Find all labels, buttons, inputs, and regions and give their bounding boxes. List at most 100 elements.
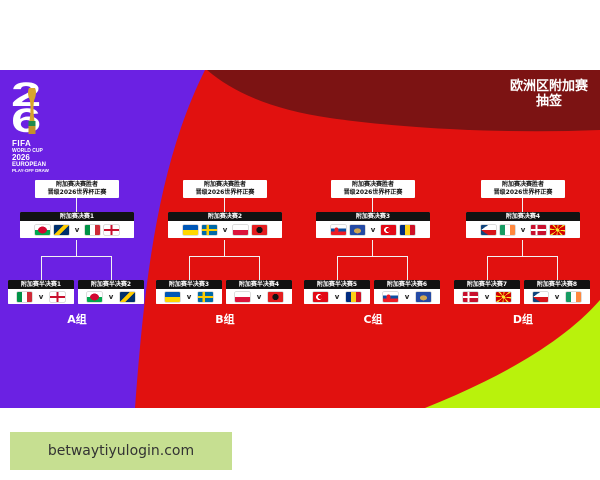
world-cup-trophy-icon	[28, 88, 36, 134]
final-match-teams: v	[20, 221, 134, 238]
page-title: 欧洲区附加赛 抽签	[501, 79, 597, 109]
final-match-label: 附加赛决赛4	[466, 212, 580, 221]
kosovo-flag-icon	[349, 224, 365, 235]
semi-final-match-card: 附加赛半决赛5 v	[304, 280, 370, 304]
red-region	[135, 70, 600, 408]
semi-final-match-teams: v	[156, 289, 222, 304]
versus-label: v	[370, 225, 376, 234]
bracket-connector-line	[259, 256, 260, 280]
czechia-flag-icon	[480, 224, 496, 235]
turkey-flag-icon	[381, 224, 397, 235]
slovakia-flag-icon	[330, 224, 346, 235]
winner-box-title: 附加赛决赛胜者	[501, 181, 544, 188]
versus-label: v	[404, 292, 410, 301]
semi-final-match-card: 附加赛半决赛3 v	[156, 280, 222, 304]
final-match-card: 附加赛决赛1 v	[20, 212, 134, 238]
page-title-line-1: 欧洲区附加赛	[509, 79, 588, 94]
bracket-connector-line	[224, 240, 225, 256]
semi-final-match-teams: v	[226, 289, 292, 304]
website-link[interactable]: betwaytiyulogin.com	[10, 432, 232, 470]
denmark-flag-icon	[531, 224, 547, 235]
page-title-line-2: 抽签	[535, 94, 562, 109]
semi-final-match-teams: v	[78, 289, 144, 304]
northern-ireland-flag-icon	[50, 291, 66, 302]
group-a-bracket: 附加赛决赛胜者 晋级2026世界杯正赛 附加赛决赛1 v 附加赛半决赛1	[2, 178, 152, 328]
poland-flag-icon	[233, 224, 249, 235]
bracket-connector-line	[224, 198, 225, 212]
bracket-connector-line	[337, 256, 408, 257]
group-d-winner-box: 附加赛决赛胜者 晋级2026世界杯正赛	[481, 180, 565, 198]
albania-flag-icon	[268, 291, 284, 302]
north-macedonia-flag-icon	[496, 291, 512, 302]
czechia-flag-icon	[532, 291, 548, 302]
bracket-connector-line	[522, 240, 523, 256]
semi-final-match-label: 附加赛半决赛1	[8, 280, 74, 289]
winner-box-subtitle: 晋级2026世界杯正赛	[493, 189, 553, 196]
winner-box-subtitle: 晋级2026世界杯正赛	[47, 189, 107, 196]
versus-label: v	[484, 292, 490, 301]
group-c-winner-box: 附加赛决赛胜者 晋级2026世界杯正赛	[331, 180, 415, 198]
semi-final-match-teams: v	[454, 289, 520, 304]
semi-final-match-card: 附加赛半决赛6 v	[374, 280, 440, 304]
poland-flag-icon	[234, 291, 250, 302]
group-b-winner-box: 附加赛决赛胜者 晋级2026世界杯正赛	[183, 180, 267, 198]
logo-european-text: EUROPEAN	[12, 162, 47, 168]
poster-background	[0, 70, 600, 408]
final-match-label: 附加赛决赛2	[168, 212, 282, 221]
bracket-connector-line	[189, 256, 260, 257]
semi-final-match-card: 附加赛半决赛7 v	[454, 280, 520, 304]
semi-final-match-label: 附加赛半决赛4	[226, 280, 292, 289]
romania-flag-icon	[400, 224, 416, 235]
ireland-flag-icon	[499, 224, 515, 235]
bracket-connector-line	[487, 256, 488, 280]
logo-world-cup-text: WORLD CUP	[12, 148, 43, 154]
semi-final-match-teams: v	[524, 289, 590, 304]
bracket-connector-line	[76, 240, 77, 256]
bracket-connector-line	[41, 256, 112, 257]
denmark-flag-icon	[462, 291, 478, 302]
ukraine-flag-icon	[164, 291, 180, 302]
group-a-label: A组	[67, 313, 87, 326]
bracket-connector-line	[407, 256, 408, 280]
albania-flag-icon	[252, 224, 268, 235]
semi-final-match-label: 附加赛半决赛7	[454, 280, 520, 289]
bracket-connector-line	[372, 198, 373, 212]
slovakia-flag-icon	[382, 291, 398, 302]
bracket-connector-line	[557, 256, 558, 280]
semi-final-match-card: 附加赛半决赛8 v	[524, 280, 590, 304]
versus-label: v	[108, 292, 114, 301]
winner-box-title: 附加赛决赛胜者	[203, 181, 246, 188]
north-macedonia-flag-icon	[550, 224, 566, 235]
winner-box-title: 附加赛决赛胜者	[351, 181, 394, 188]
logo-digit-two: 2	[11, 76, 42, 114]
turkey-flag-icon	[312, 291, 328, 302]
bracket-connector-line	[189, 256, 190, 280]
group-c-bracket: 附加赛决赛胜者 晋级2026世界杯正赛 附加赛决赛3 v 附加赛半决赛5	[298, 178, 448, 328]
ukraine-flag-icon	[182, 224, 198, 235]
bracket-connector-line	[41, 256, 42, 280]
versus-label: v	[520, 225, 526, 234]
winner-box-subtitle: 晋级2026世界杯正赛	[343, 189, 403, 196]
semi-final-match-label: 附加赛半决赛6	[374, 280, 440, 289]
semi-final-match-teams: v	[8, 289, 74, 304]
semi-final-match-card: 附加赛半决赛2 v	[78, 280, 144, 304]
final-match-card: 附加赛决赛3 v	[316, 212, 430, 238]
final-match-teams: v	[466, 221, 580, 238]
final-match-card: 附加赛决赛4 v	[466, 212, 580, 238]
play-off-draw-poster: 2 6 FIFA WORLD CUP 2026 EUROPEAN PLAY-OF…	[0, 70, 600, 408]
winner-box-subtitle: 晋级2026世界杯正赛	[195, 189, 255, 196]
versus-label: v	[38, 292, 44, 301]
group-d-label: D组	[512, 313, 534, 326]
bracket-connector-line	[487, 256, 558, 257]
final-match-teams: v	[168, 221, 282, 238]
semi-final-match-label: 附加赛半决赛3	[156, 280, 222, 289]
group-b-bracket: 附加赛决赛胜者 晋级2026世界杯正赛 附加赛决赛2 v 附加赛半决赛3	[150, 178, 300, 328]
bracket-connector-line	[111, 256, 112, 280]
versus-label: v	[186, 292, 192, 301]
italy-flag-icon	[85, 224, 101, 235]
semi-final-match-label: 附加赛半决赛2	[78, 280, 144, 289]
logo-play-off-draw-text: PLAY-OFF DRAW	[12, 168, 49, 173]
final-match-label: 附加赛决赛1	[20, 212, 134, 221]
fifa-wordmark: FIFA	[12, 139, 32, 148]
